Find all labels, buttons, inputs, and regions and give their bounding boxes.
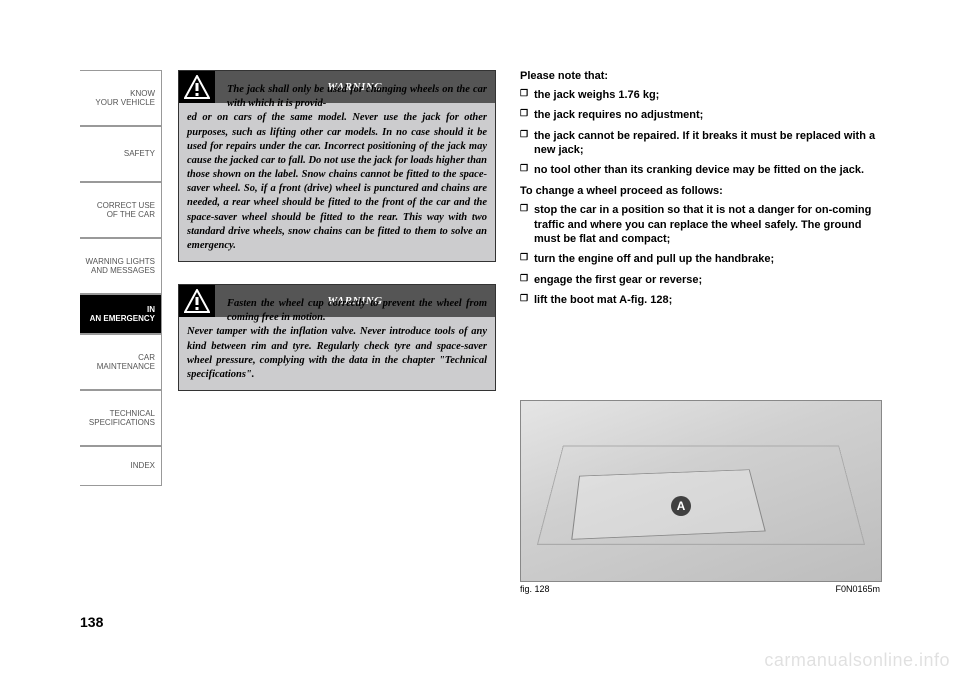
tab-correct-use: CORRECT USEOF THE CAR xyxy=(80,182,162,238)
intro-line: Please note that: xyxy=(520,70,880,82)
tab-label: SAFETY xyxy=(124,149,155,158)
page-number: 138 xyxy=(80,614,103,630)
tab-emergency: INAN EMERGENCY xyxy=(80,294,162,334)
tab-safety: SAFETY xyxy=(80,126,162,182)
warning-triangle-icon xyxy=(179,285,215,317)
tab-label: INAN EMERGENCY xyxy=(90,305,155,323)
tab-label: WARNING LIGHTSAND MESSAGES xyxy=(86,257,155,275)
warning-rest: ed or on cars of the same model. Never u… xyxy=(187,112,487,251)
figure-code: F0N0165m xyxy=(835,584,880,594)
tab-label: CORRECT USEOF THE CAR xyxy=(97,201,155,219)
step-stop: stop the car in a position so that it is… xyxy=(520,203,880,246)
tab-label: CARMAINTENANCE xyxy=(97,353,155,371)
tab-warning-lights: WARNING LIGHTSAND MESSAGES xyxy=(80,238,162,294)
tab-label: KNOWYOUR VEHICLE xyxy=(95,89,155,107)
tab-label: TECHNICALSPECIFICATIONS xyxy=(89,409,155,427)
step-bootmat: lift the boot mat A-fig. 128; xyxy=(520,293,880,307)
tab-label: INDEX xyxy=(131,461,155,470)
warning-box-jack: WARNING The jack shall only be used for … xyxy=(178,70,496,262)
step-engine-off: turn the engine off and pull up the hand… xyxy=(520,252,880,266)
section-tabs: KNOWYOUR VEHICLE SAFETY CORRECT USEOF TH… xyxy=(80,70,162,486)
warning-text: Fasten the wheel cup correctly to preven… xyxy=(179,317,495,390)
figure-caption: fig. 128 F0N0165m xyxy=(520,584,880,594)
tab-maintenance: CARMAINTENANCE xyxy=(80,334,162,390)
procedure-intro: To change a wheel proceed as follows: xyxy=(520,185,880,197)
warning-text: The jack shall only be used for changing… xyxy=(179,103,495,261)
warning-triangle-icon xyxy=(179,71,215,103)
tab-index: INDEX xyxy=(80,446,162,486)
warning-rest: Never tamper with the inflation valve. N… xyxy=(187,326,487,380)
tab-tech-specs: TECHNICALSPECIFICATIONS xyxy=(80,390,162,446)
middle-column: WARNING The jack shall only be used for … xyxy=(178,70,496,413)
bullet-notool: no tool other than its cranking device m… xyxy=(520,163,880,177)
right-column: Please note that: the jack weighs 1.76 k… xyxy=(520,70,880,313)
figure-number: fig. 128 xyxy=(520,584,550,594)
bullet-noadjust: the jack requires no adjustment; xyxy=(520,108,880,122)
warning-box-wheelcup: WARNING Fasten the wheel cup correctly t… xyxy=(178,284,496,391)
bullet-weight: the jack weighs 1.76 kg; xyxy=(520,88,880,102)
figure-image: A xyxy=(520,400,882,582)
figure-marker-a: A xyxy=(671,496,691,516)
watermark: carmanualsonline.info xyxy=(764,650,950,671)
figure-128: A fig. 128 F0N0165m xyxy=(520,400,880,594)
step-gear: engage the first gear or reverse; xyxy=(520,273,880,287)
bullet-norepair: the jack cannot be repaired. If it break… xyxy=(520,129,880,158)
manual-page: KNOWYOUR VEHICLE SAFETY CORRECT USEOF TH… xyxy=(80,70,880,630)
tab-know-vehicle: KNOWYOUR VEHICLE xyxy=(80,70,162,126)
